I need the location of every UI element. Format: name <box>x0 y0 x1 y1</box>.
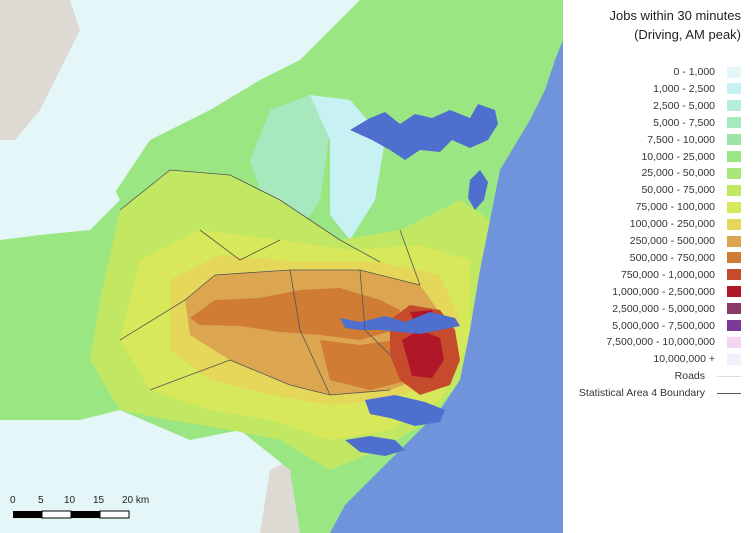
legend-swatch <box>727 218 741 230</box>
legend-item: 10,000,000 + <box>653 352 741 366</box>
sa4-boundaries <box>119 169 421 396</box>
legend-item-boundary: Statistical Area 4 Boundary <box>579 386 741 400</box>
legend-item: 25,000 - 50,000 <box>641 166 741 180</box>
legend-swatch <box>727 336 741 348</box>
legend-swatch <box>727 134 741 146</box>
legend-item-label: 2,500 - 5,000 <box>653 99 715 112</box>
legend-item: 5,000 - 7,500 <box>653 116 741 130</box>
legend-title: Jobs within 30 minutes <box>609 8 741 23</box>
waterway-pittwater <box>468 170 488 210</box>
legend-item: 1,000,000 - 2,500,000 <box>612 285 741 299</box>
scale-tick-label: 15 <box>93 495 105 506</box>
waterway-harbour <box>340 312 460 334</box>
waterway-botany-bay <box>365 395 445 426</box>
legend-swatch <box>727 303 741 315</box>
legend-swatch <box>727 252 741 264</box>
legend-item-label: 1,000,000 - 2,500,000 <box>612 285 715 298</box>
legend-item-roads: Roads <box>675 369 741 383</box>
legend-item-label: 7,500,000 - 10,000,000 <box>606 336 715 349</box>
legend-item: 5,000,000 - 7,500,000 <box>612 319 741 333</box>
legend-item: 10,000 - 25,000 <box>641 150 741 164</box>
legend-item: 50,000 - 75,000 <box>641 183 741 197</box>
legend-item-label: 50,000 - 75,000 <box>641 184 715 197</box>
legend-item: 2,500,000 - 5,000,000 <box>612 302 741 316</box>
legend-item-label: 75,000 - 100,000 <box>635 201 715 214</box>
legend-swatch <box>727 353 741 365</box>
legend-item-label: 2,500,000 - 5,000,000 <box>612 302 715 315</box>
scale-tick-label: 0 <box>10 495 16 506</box>
legend-item: 1,000 - 2,500 <box>653 82 741 96</box>
legend-item: 250,000 - 500,000 <box>630 234 741 248</box>
waterway-port-hacking <box>345 436 405 456</box>
no-data-land <box>0 0 80 140</box>
legend-item: 2,500 - 5,000 <box>653 99 741 113</box>
legend-item-label: 250,000 - 500,000 <box>629 235 715 247</box>
legend-swatch <box>727 201 741 213</box>
legend-swatch <box>727 151 741 162</box>
map-legend: Jobs within 30 minutes (Driving, AM peak… <box>563 0 754 533</box>
legend-swatch <box>727 269 741 281</box>
zone-0-1k <box>200 435 270 500</box>
zone-1m-2.5m <box>402 330 444 378</box>
legend-item-label: 10,000,000 + <box>653 353 715 366</box>
legend-item-label: 1,000 - 2,500 <box>653 82 715 95</box>
legend-subtitle: (Driving, AM peak) <box>634 27 741 42</box>
legend-item: 75,000 - 100,000 <box>636 200 741 214</box>
zone-0-1k <box>0 150 120 240</box>
choropleth-map[interactable]: 0 5 10 15 20 km <box>0 0 563 533</box>
legend-line-swatch <box>717 392 741 394</box>
legend-item: 500,000 - 750,000 <box>630 251 741 265</box>
legend-swatch <box>727 184 741 196</box>
legend-swatch <box>727 235 741 247</box>
legend-item: 750,000 - 1,000,000 <box>621 268 741 282</box>
legend-swatch <box>727 83 741 95</box>
legend-item-label: 0 - 1,000 <box>673 66 715 78</box>
legend-item-label: 5,000,000 - 7,500,000 <box>612 319 715 332</box>
legend-swatch <box>727 167 741 179</box>
legend-item-label: 100,000 - 250,000 <box>629 218 715 231</box>
legend-swatch <box>727 66 741 78</box>
legend-item-label: 7,500 - 10,000 <box>647 133 715 146</box>
legend-item-label: Roads <box>674 370 705 383</box>
legend-swatch <box>727 117 741 129</box>
legend-item-label: 25,000 - 50,000 <box>641 167 715 180</box>
legend-swatch <box>727 100 741 112</box>
scale-bar: 0 5 10 15 20 km <box>10 495 149 519</box>
legend-swatch <box>727 320 741 331</box>
scale-tick-label: 10 <box>64 495 76 506</box>
legend-swatch <box>727 286 741 298</box>
ocean <box>330 40 563 533</box>
legend-item-label: Statistical Area 4 Boundary <box>578 387 705 400</box>
legend-item: 0 - 1,000 <box>674 65 741 79</box>
legend-item: 7,500 - 10,000 <box>647 133 741 147</box>
legend-item-label: 750,000 - 1,000,000 <box>621 268 715 281</box>
scale-tick-label: 5 <box>38 495 44 506</box>
legend-item-label: 10,000 - 25,000 <box>641 150 715 163</box>
legend-item-label: 500,000 - 750,000 <box>629 251 715 264</box>
scale-tick-label: 20 km <box>122 495 149 506</box>
legend-item-label: 5,000 - 7,500 <box>653 116 715 129</box>
waterway-hawkesbury <box>350 104 498 160</box>
legend-item: 100,000 - 250,000 <box>630 217 741 231</box>
legend-item: 7,500,000 - 10,000,000 <box>606 335 741 349</box>
legend-line-swatch <box>717 375 741 377</box>
